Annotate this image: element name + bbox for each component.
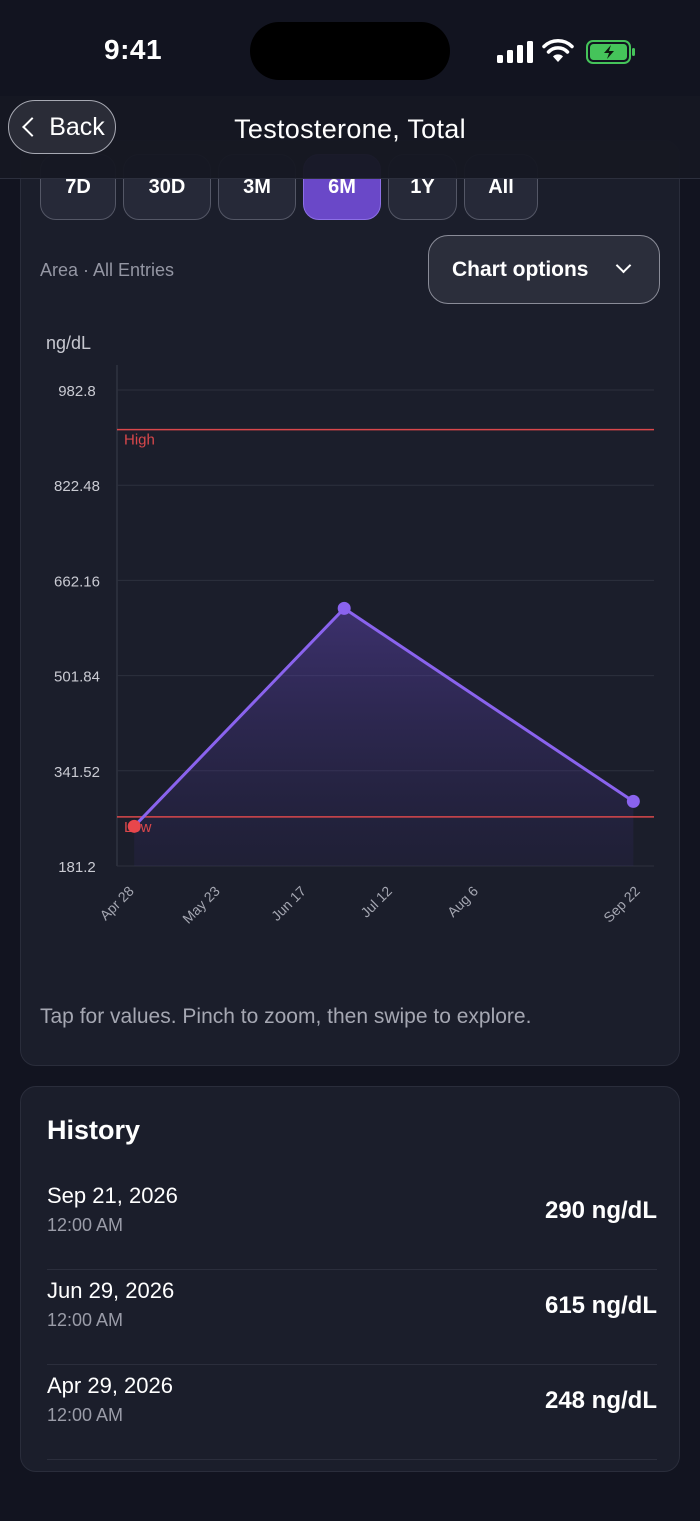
status-time: 9:41 xyxy=(104,34,163,65)
x-tick-label: Jul 12 xyxy=(357,883,395,921)
row-time: 12:00 AM xyxy=(47,1310,124,1330)
page-title: Testosterone, Total xyxy=(234,114,466,144)
row-date: Jun 29, 2026 xyxy=(47,1278,175,1303)
row-date: Apr 29, 2026 xyxy=(47,1373,173,1398)
data-point xyxy=(127,819,141,833)
history-row[interactable]: Jun 29, 2026 12:00 AM 615 ng/dL xyxy=(47,1270,657,1365)
row-time: 12:00 AM xyxy=(47,1215,124,1235)
cellular-signal-icon xyxy=(497,41,533,63)
y-tick-label: 662.16 xyxy=(54,573,100,590)
y-tick-label: 822.48 xyxy=(54,478,100,495)
battery-charging-icon xyxy=(586,40,635,64)
dynamic-island xyxy=(250,22,450,80)
y-axis-unit-label: ng/dL xyxy=(46,333,92,353)
history-card: History Sep 21, 2026 12:00 AM 290 ng/dL … xyxy=(20,1086,680,1472)
row-value: 290 ng/dL xyxy=(544,1197,657,1224)
status-bar: 9:41 xyxy=(0,0,700,100)
row-value: 615 ng/dL xyxy=(544,1292,657,1319)
history-row[interactable]: Apr 29, 2026 12:00 AM 248 ng/dL xyxy=(47,1365,657,1460)
chart-options-label: Chart options xyxy=(452,257,589,281)
reference-label-high: High xyxy=(124,432,155,449)
history-row[interactable]: Sep 21, 2026 12:00 AM 290 ng/dL xyxy=(47,1175,657,1270)
y-tick-label: 501.84 xyxy=(54,669,100,686)
data-point xyxy=(337,601,351,615)
chart-hint: Tap for values. Pinch to zoom, then swip… xyxy=(40,1005,532,1028)
area-chart[interactable]: HighLow 982.8822.48662.16501.84341.52181… xyxy=(0,0,700,1000)
back-button[interactable]: Back xyxy=(8,100,116,154)
y-tick-label: 181.2 xyxy=(58,859,96,876)
x-tick-label: Apr 28 xyxy=(96,883,137,924)
back-label: Back xyxy=(49,112,105,141)
y-tick-label: 982.8 xyxy=(58,383,96,400)
x-tick-label: Aug 6 xyxy=(444,883,481,920)
navigation-bar: Back Testosterone, Total xyxy=(0,96,700,179)
area-fill xyxy=(134,608,634,866)
x-tick-label: Sep 22 xyxy=(600,883,643,926)
x-tick-label: Jun 17 xyxy=(268,883,309,924)
wifi-icon xyxy=(542,39,574,62)
x-tick-label: May 23 xyxy=(179,883,223,927)
row-time: 12:00 AM xyxy=(47,1405,124,1425)
chart-options-button[interactable]: Chart options xyxy=(428,235,660,304)
row-date: Sep 21, 2026 xyxy=(47,1183,178,1208)
row-value: 248 ng/dL xyxy=(544,1387,657,1414)
data-point xyxy=(626,794,640,808)
history-title: History xyxy=(47,1115,141,1145)
y-tick-label: 341.52 xyxy=(54,764,100,781)
chart-subtitle: Area · All Entries xyxy=(40,260,175,280)
